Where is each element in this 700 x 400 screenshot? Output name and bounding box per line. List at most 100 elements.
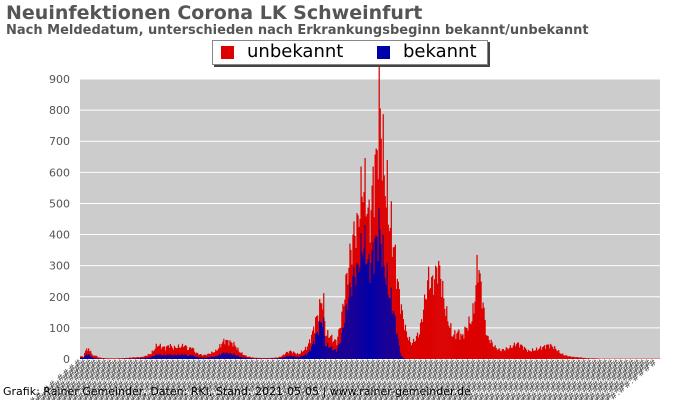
bar-bekannt <box>304 353 307 359</box>
bar-bekannt <box>330 346 332 359</box>
bar-unbekannt <box>575 357 577 359</box>
bar-unbekannt <box>500 351 502 359</box>
bar-unbekannt <box>132 357 134 359</box>
bar-unbekannt <box>538 348 541 359</box>
bar-bekannt <box>288 355 291 359</box>
bar-unbekannt <box>574 357 576 359</box>
bar-unbekannt <box>249 356 251 359</box>
bar-unbekannt <box>154 348 156 359</box>
bar-unbekannt <box>525 349 528 359</box>
bar-unbekannt <box>135 357 137 359</box>
bar-unbekannt <box>589 358 591 359</box>
bar-unbekannt <box>398 289 401 359</box>
bar-bekannt <box>244 357 246 359</box>
bar-bekannt <box>371 250 373 359</box>
bar-unbekannt <box>256 357 258 359</box>
bar-unbekannt <box>230 341 232 359</box>
bar-bekannt <box>312 344 314 359</box>
bar-bekannt <box>368 253 370 359</box>
bar-unbekannt <box>242 354 244 359</box>
bar-unbekannt <box>511 347 513 359</box>
bar-bekannt <box>157 354 159 359</box>
bar-unbekannt <box>549 348 551 359</box>
bar-bekannt <box>366 263 368 359</box>
bar-unbekannt <box>164 350 166 359</box>
bar-unbekannt <box>429 289 431 359</box>
bar-unbekannt <box>484 319 486 359</box>
bar-bekannt <box>275 358 277 359</box>
bar-unbekannt <box>595 358 597 359</box>
bar-unbekannt <box>564 355 566 359</box>
bar-bekannt <box>347 310 349 359</box>
bar-bekannt <box>177 353 180 359</box>
bar-unbekannt <box>85 350 87 359</box>
bar-unbekannt <box>163 346 165 359</box>
bar-bekannt <box>198 357 200 359</box>
bar-unbekannt <box>514 346 517 359</box>
bar-unbekannt <box>144 355 146 359</box>
bar-unbekannt <box>305 349 308 359</box>
bar-bekannt <box>384 277 386 359</box>
bar-bekannt <box>169 353 172 359</box>
bar-unbekannt <box>509 345 511 359</box>
bar-unbekannt <box>246 356 248 359</box>
bar-bekannt <box>203 357 205 359</box>
bar-unbekannt <box>270 357 272 359</box>
bar-bekannt <box>308 350 311 359</box>
bar-unbekannt <box>250 357 252 359</box>
bar-unbekannt <box>494 345 496 359</box>
bar-bekannt <box>281 357 283 359</box>
bar-bekannt <box>85 355 87 359</box>
bar-unbekannt <box>483 307 485 359</box>
bar-unbekannt <box>536 350 539 359</box>
bar-bekannt <box>303 355 306 359</box>
bar-unbekannt <box>515 344 518 359</box>
bar-unbekannt <box>485 335 487 359</box>
bar-bekannt <box>167 354 170 359</box>
bar-bekannt <box>317 332 319 359</box>
bar-unbekannt <box>94 355 96 359</box>
bar-unbekannt <box>399 313 402 359</box>
bar-unbekannt <box>522 349 525 359</box>
bar-unbekannt <box>541 347 544 359</box>
bar-bekannt <box>290 355 293 359</box>
bar-unbekannt <box>110 358 112 359</box>
bar-unbekannt <box>297 354 300 359</box>
bar-unbekannt <box>570 356 572 359</box>
bar-unbekannt <box>466 327 468 359</box>
legend-label-unbekannt: unbekannt <box>247 41 344 62</box>
bar-unbekannt <box>520 344 523 359</box>
bar-bekannt <box>298 356 301 359</box>
bar-unbekannt <box>554 346 556 359</box>
bar-bekannt <box>279 358 281 359</box>
bar-unbekannt <box>238 351 240 359</box>
bar-unbekannt <box>147 354 149 359</box>
bar-unbekannt <box>121 358 123 359</box>
bar-unbekannt <box>201 354 203 359</box>
chart-footer: Grafik: Rainer Gemeinder, Daten: RKI, St… <box>3 385 471 398</box>
bar-unbekannt <box>425 299 428 359</box>
bar-unbekannt <box>428 266 430 359</box>
bar-unbekannt <box>590 358 592 359</box>
bar-unbekannt <box>86 348 88 359</box>
bar-unbekannt <box>562 353 564 359</box>
y-tick-label: 600 <box>49 166 70 179</box>
bar-bekannt <box>217 355 219 359</box>
bar-bekannt <box>355 285 357 359</box>
bar-unbekannt <box>400 304 403 359</box>
bar-bekannt <box>310 346 313 359</box>
bar-unbekannt <box>467 330 469 359</box>
bar-unbekannt <box>118 358 120 359</box>
bar-unbekannt <box>433 294 435 359</box>
bar-bekannt <box>276 358 278 359</box>
bar-unbekannt <box>248 356 250 359</box>
bar-unbekannt <box>251 357 253 359</box>
bar-unbekannt <box>558 350 560 359</box>
bar-unbekannt <box>452 336 454 359</box>
bar-unbekannt <box>304 346 307 359</box>
bar-bekannt <box>318 335 320 359</box>
bar-bekannt <box>363 248 365 359</box>
bar-bekannt <box>382 234 384 359</box>
bar-bekannt <box>207 357 209 359</box>
bar-unbekannt <box>92 355 94 359</box>
